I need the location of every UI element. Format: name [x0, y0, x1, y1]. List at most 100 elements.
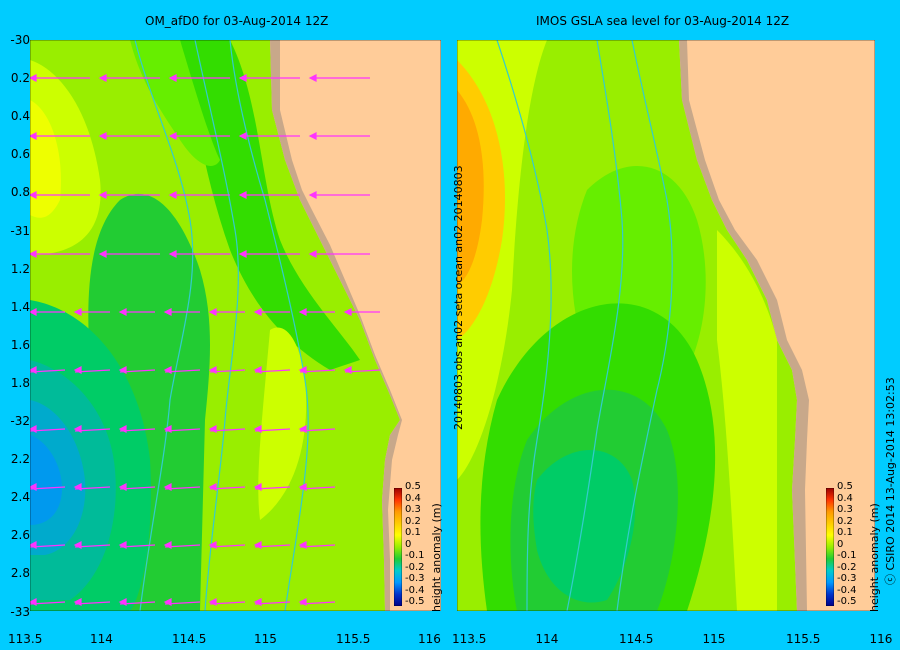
colorbar-tick-label: -0.4	[837, 584, 857, 596]
arrow-head	[298, 366, 307, 374]
colorbar-tick-label: 0.1	[837, 527, 853, 538]
arrow-head	[98, 74, 107, 82]
arrow-head	[168, 132, 177, 140]
colorbar-tick-label: 0.5	[837, 481, 853, 492]
right-panel-title: IMOS GSLA sea level for 03-Aug-2014 12Z	[536, 14, 790, 28]
arrow-head	[208, 308, 217, 316]
arrow-head	[73, 308, 82, 316]
colorbar-tick-label: -0.2	[837, 561, 857, 573]
arrow-head	[253, 366, 262, 374]
arrow-head	[73, 598, 82, 606]
colorbar-tick-label: 0.4	[837, 492, 853, 504]
arrow-head	[208, 483, 217, 491]
longitude-tick-label: 116	[869, 632, 893, 646]
arrow-head	[238, 250, 247, 258]
arrow-head	[163, 366, 172, 374]
colorbar-tick-label: -0.5	[405, 596, 425, 607]
longitude-tick-label: 114	[90, 632, 113, 646]
arrow-head	[298, 425, 307, 433]
arrow-head	[238, 191, 247, 199]
right-colorbar-label: height anomaly (m)	[868, 503, 881, 612]
arrow-head	[253, 598, 262, 606]
left-colorbar	[394, 488, 402, 606]
continental-shelf	[270, 40, 402, 611]
right-colorbar	[826, 488, 834, 606]
arrow-head	[73, 541, 82, 549]
latitude-tick-label: 1.2	[10, 261, 30, 276]
colorbar-tick-label: -0.4	[405, 584, 425, 596]
longitude-tick-label: 113.5	[452, 632, 487, 646]
arrow-head	[30, 598, 37, 606]
latitude-tick-label: -31	[10, 223, 30, 238]
longitude-tick-label: 116	[418, 632, 441, 646]
latitude-tick-label: 2.6	[10, 528, 30, 543]
colorbar-tick-label: 0.2	[405, 515, 421, 527]
arrow-head	[163, 598, 172, 606]
arrow-head	[30, 191, 37, 199]
arrow-head	[118, 425, 127, 433]
arrow-head	[308, 191, 317, 199]
arrow-head	[98, 132, 107, 140]
arrow-head	[208, 541, 217, 549]
arrow-head	[118, 483, 127, 491]
arrow-head	[30, 132, 37, 140]
arrow-head	[163, 425, 172, 433]
latitude-tick-label: 0.8	[10, 185, 30, 200]
left-panel-title: OM_afD0 for 03-Aug-2014 12Z	[145, 14, 329, 28]
latitude-tick-label: -32	[10, 414, 30, 428]
colorbar-tick-label: -0.1	[405, 550, 425, 561]
longitude-tick-label: 115	[702, 632, 726, 646]
arrow-head	[118, 598, 127, 606]
arrow-head	[30, 483, 37, 491]
arrow-head	[343, 366, 352, 374]
arrow-head	[208, 425, 217, 433]
latitude-tick-label: 2.8	[10, 566, 30, 581]
latitude-tick-label: 1.6	[10, 337, 30, 352]
longitude-tick-label: 115	[254, 632, 277, 646]
arrow-head	[208, 598, 217, 606]
latitude-tick-label: 1.8	[10, 375, 30, 390]
colorbar-tick-label: -0.3	[837, 573, 857, 584]
arrow-head	[118, 366, 127, 374]
arrow-head	[298, 308, 307, 316]
continental-shelf	[679, 40, 809, 611]
longitude-tick-label: 115.5	[786, 632, 821, 646]
colorbar-tick-label: 0.5	[405, 481, 421, 492]
colorbar-tick-label: 0.3	[837, 504, 853, 515]
arrow-head	[298, 541, 307, 549]
arrow-head	[30, 541, 37, 549]
arrow-head	[30, 308, 37, 316]
model-sea-level-map	[30, 40, 441, 611]
colorbar-tick-label: 0.1	[405, 527, 421, 538]
arrow-head	[253, 483, 262, 491]
copyright-text: ⓒ CSIRO 2014 13-Aug-2014 13:02:53	[884, 377, 897, 585]
colorbar-tick-label: 0	[405, 538, 412, 550]
latitude-tick-label: -30	[10, 33, 30, 47]
arrow-head	[238, 74, 247, 82]
arrow-head	[73, 366, 82, 374]
arrow-head	[253, 425, 262, 433]
latitude-tick-label: 0.2	[10, 71, 30, 86]
arrow-head	[238, 132, 247, 140]
arrow-head	[118, 308, 127, 316]
arrow-head	[168, 250, 177, 258]
arrow-head	[298, 483, 307, 491]
latitude-tick-label: 1.4	[10, 299, 30, 314]
arrow-head	[30, 425, 37, 433]
arrow-head	[163, 541, 172, 549]
run-info-text: 20140803.obs an02 seta ocean an02 201408…	[452, 165, 465, 430]
longitude-tick-label: 114.5	[619, 632, 654, 646]
arrow-head	[298, 598, 307, 606]
latitude-tick-label: -33	[10, 604, 30, 619]
arrow-head	[163, 308, 172, 316]
arrow-head	[168, 191, 177, 199]
arrow-head	[30, 250, 37, 258]
arrow-head	[73, 483, 82, 491]
longitude-tick-label: 115.5	[336, 632, 371, 646]
latitude-tick-label: 0.4	[10, 109, 30, 124]
arrow-head	[98, 191, 107, 199]
arrow-head	[168, 74, 177, 82]
left-colorbar-label: height anomaly (m)	[430, 503, 443, 612]
latitude-tick-label: 2.2	[10, 452, 30, 467]
observed-sea-level-map	[457, 40, 875, 611]
